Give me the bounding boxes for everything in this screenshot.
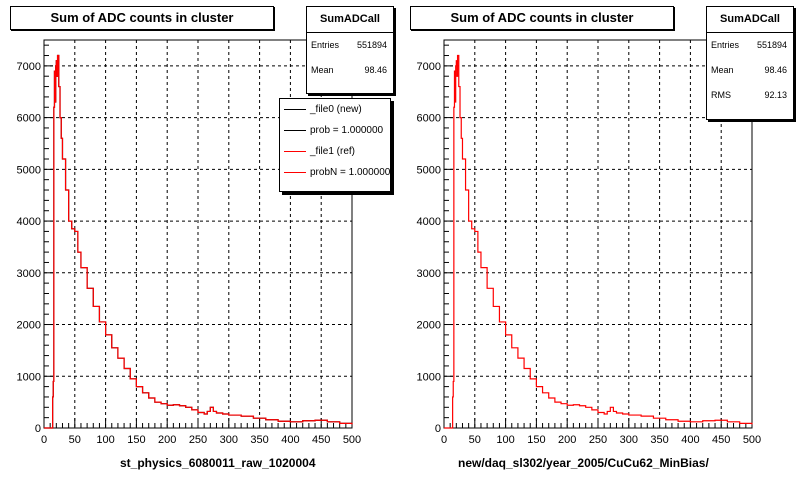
right-stats-mean-label: Mean (711, 65, 734, 75)
right-y-tick-label-3000: 3000 (417, 268, 441, 280)
legend-label-probn: probN = 1.000000 (310, 167, 391, 178)
left-histogram-pad: 0 50 100 150 200 250 300 350 400 450 500 0 1000 2000 3… (10, 6, 394, 470)
left-y-tick-label-0: 0 (35, 423, 41, 435)
right-x-tick-label-450: 450 (712, 434, 730, 446)
left-x-tick-label-350: 350 (250, 434, 268, 446)
right-x-tick-label-350: 350 (650, 434, 668, 446)
legend-line-prob (284, 130, 306, 131)
legend-label-ref: _file1 (ref) (310, 146, 356, 157)
right-histogram-title: Sum of ADC counts in cluster (410, 6, 674, 30)
right-x-tick-label-300: 300 (620, 434, 638, 446)
left-histogram-title: Sum of ADC counts in cluster (10, 6, 274, 30)
left-series-1-line (44, 54, 353, 429)
right-histogram-pad: 0 50 100 150 200 250 300 350 400 450 500 0 1000 2000 3… (400, 0, 800, 480)
right-x-tick-label-50: 50 (469, 434, 481, 446)
right-y-tick-label-4000: 4000 (417, 216, 441, 228)
legend-entry-ref: _file1 (ref) (280, 141, 390, 162)
right-y-tick-label-2000: 2000 (417, 320, 441, 332)
left-x-tick-label-0: 0 (41, 434, 47, 446)
left-y-tick-label-1000: 1000 (17, 371, 41, 383)
right-y-tick-label-5000: 5000 (417, 164, 441, 176)
legend-box: _file0 (new) prob = 1.000000 _file1 (ref… (279, 98, 391, 192)
left-y-tick-label-3000: 3000 (17, 268, 41, 280)
right-stats-rms-value: 92.13 (764, 90, 787, 100)
left-stats-box: SumADCall Entries 551894 Mean 98.46 (306, 6, 394, 94)
left-x-tick-label-450: 450 (312, 434, 330, 446)
left-y-tick-label-4000: 4000 (17, 216, 41, 228)
right-x-tick-label-150: 150 (527, 434, 545, 446)
right-x-tick-label-400: 400 (681, 434, 699, 446)
legend-entry-probn: probN = 1.000000 (280, 162, 390, 183)
legend-label-prob: prob = 1.000000 (310, 125, 384, 136)
left-x-tick-label-400: 400 (281, 434, 299, 446)
left-y-tick-label-7000: 7000 (17, 61, 41, 73)
left-stats-entries-label: Entries (311, 40, 340, 50)
right-histogram-svg: 0 50 100 150 200 250 300 350 400 450 5000100020003… (417, 39, 761, 446)
right-stats-rms-row: RMS 92.13 (707, 83, 793, 108)
right-x-tick-label-200: 200 (558, 434, 576, 446)
legend-line-probn (284, 172, 306, 173)
left-x-tick-label-100: 100 (96, 434, 114, 446)
right-stats-name: SumADCall (707, 7, 793, 33)
right-x-tick-label-500: 500 (743, 434, 761, 446)
right-stats-entries-value: 551894 (756, 40, 787, 50)
left-stats-entries-value: 551894 (356, 40, 387, 50)
left-stats-mean-row: Mean 98.46 (307, 58, 393, 83)
right-series-0-line (444, 54, 753, 429)
right-y-tick-label-6000: 6000 (417, 113, 441, 125)
left-y-tick-label-2000: 2000 (17, 320, 41, 332)
right-x-tick-label-100: 100 (496, 434, 514, 446)
left-stats-mean-label: Mean (311, 65, 334, 75)
right-x-tick-label-0: 0 (441, 434, 447, 446)
left-y-tick-label-5000: 5000 (17, 164, 41, 176)
left-x-tick-label-200: 200 (158, 434, 176, 446)
left-x-tick-label-250: 250 (189, 434, 207, 446)
legend-line-ref (284, 151, 306, 152)
right-stats-entries-row: Entries 551894 (707, 33, 793, 58)
left-x-axis-label: st_physics_6080011_raw_1020004 (120, 456, 316, 470)
right-y-tick-label-1000: 1000 (417, 371, 441, 383)
left-x-tick-label-500: 500 (343, 434, 361, 446)
left-x-tick-label-300: 300 (220, 434, 238, 446)
right-y-tick-label-0: 0 (435, 423, 441, 435)
right-y-tick-label-7000: 7000 (417, 61, 441, 73)
left-histogram-svg: 0 50 100 150 200 250 300 350 400 450 5000100020003… (17, 39, 361, 446)
right-x-axis-label: new/daq_sl302/year_2005/CuCu62_MinBias/ (458, 456, 709, 470)
right-stats-box: SumADCall Entries 551894 Mean 98.46 RMS … (706, 6, 794, 120)
right-x-tick-label-250: 250 (589, 434, 607, 446)
legend-entry-new: _file0 (new) (280, 99, 390, 120)
left-y-tick-label-6000: 6000 (17, 113, 41, 125)
right-stats-mean-row: Mean 98.46 (707, 58, 793, 83)
legend-label-new: _file0 (new) (310, 104, 362, 115)
left-stats-entries-row: Entries 551894 (307, 33, 393, 58)
right-stats-mean-value: 98.46 (764, 65, 787, 75)
left-x-tick-label-50: 50 (69, 434, 81, 446)
right-stats-rms-label: RMS (711, 90, 731, 100)
left-stats-name: SumADCall (307, 7, 393, 33)
legend-line-new (284, 109, 306, 110)
right-stats-entries-label: Entries (711, 40, 740, 50)
left-stats-mean-value: 98.46 (364, 65, 387, 75)
left-x-tick-label-150: 150 (127, 434, 145, 446)
legend-entry-prob: prob = 1.000000 (280, 120, 390, 141)
